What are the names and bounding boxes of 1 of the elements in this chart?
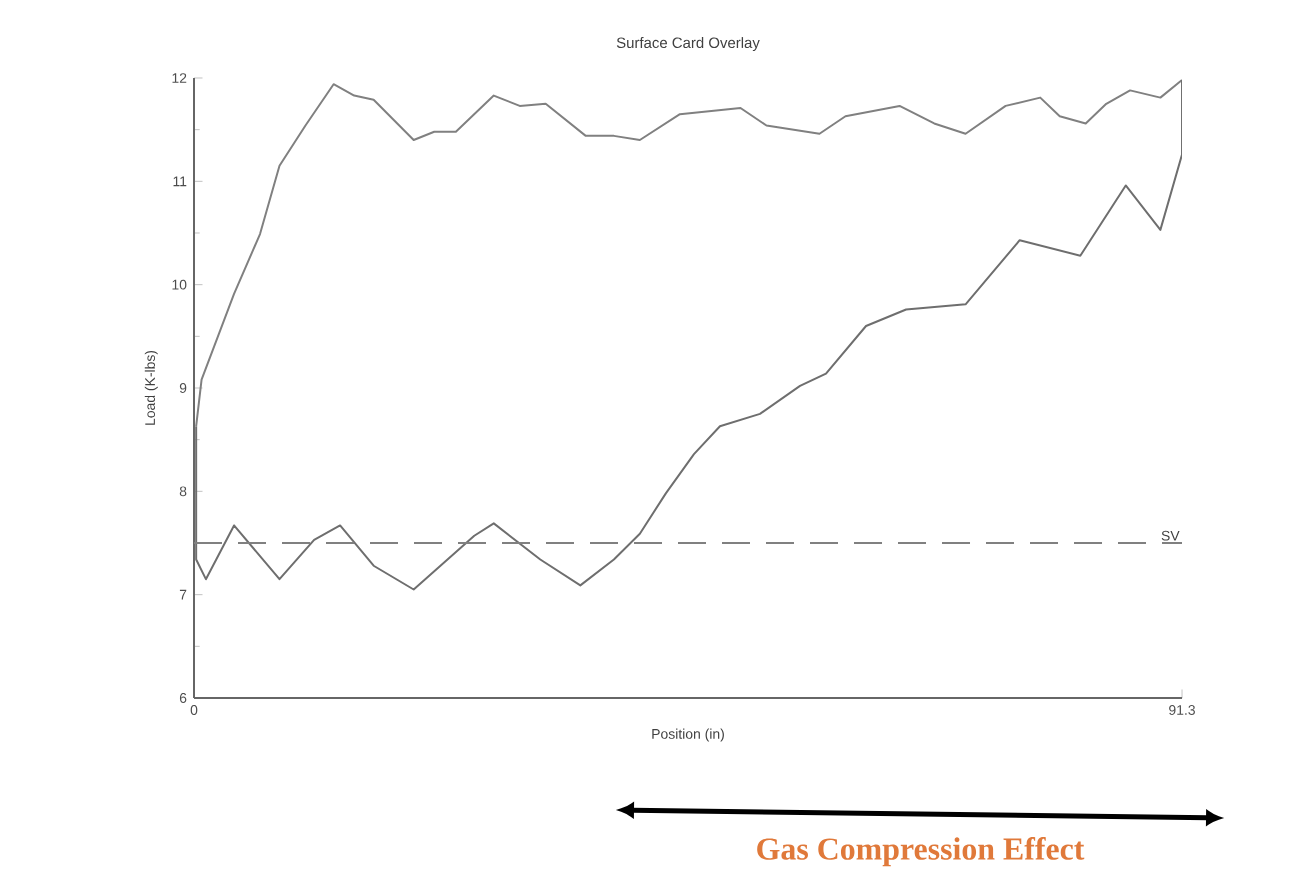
text: Gas Compression Effect xyxy=(757,837,1085,867)
